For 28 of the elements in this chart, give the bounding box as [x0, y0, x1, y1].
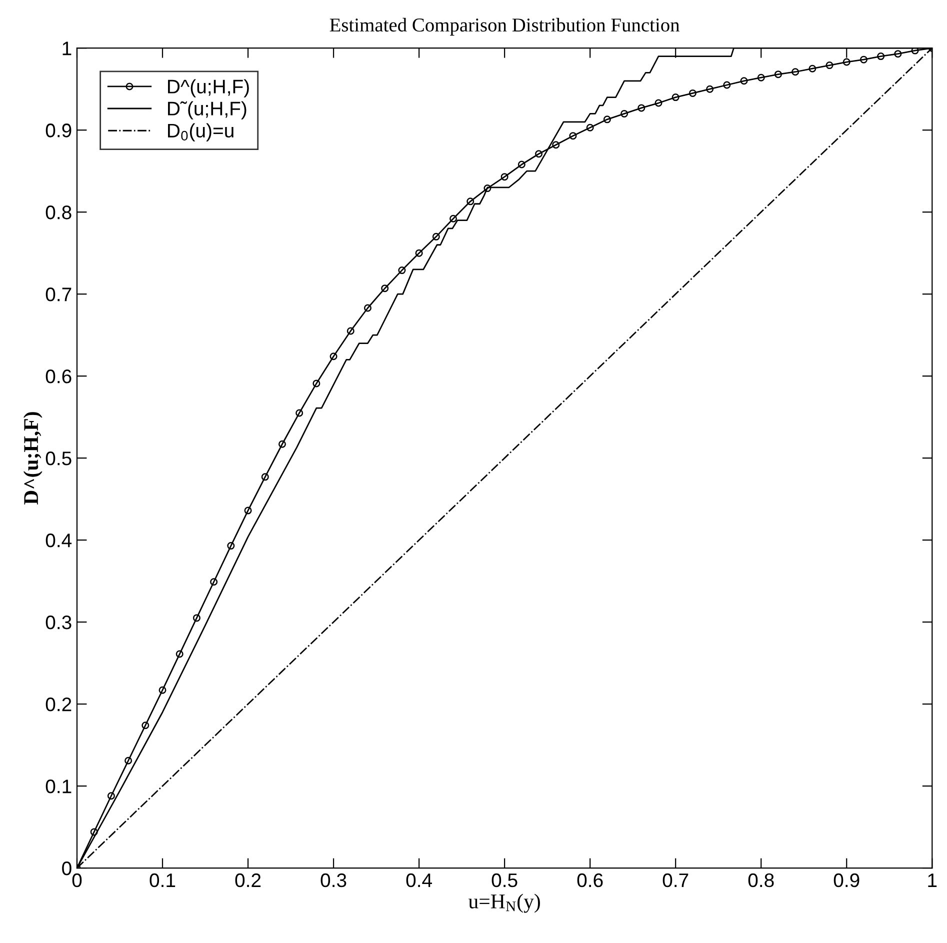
- x-tick-label: 0.2: [235, 873, 261, 888]
- legend-label: D$_{0}$(u)=u: [168, 123, 234, 142]
- y-tick-label: 0.8: [46, 206, 72, 220]
- x-tick-label: 0.6: [577, 873, 603, 888]
- y-tick-label: 0: [62, 862, 72, 876]
- y-axis-title: D^(u;H,F): [23, 412, 42, 505]
- legend-label: D˜(u;H,F): [168, 101, 246, 120]
- y-tick-label: 1: [62, 42, 72, 56]
- y-tick-label: 0.5: [46, 452, 72, 466]
- x-tick-label: 0.1: [150, 873, 176, 888]
- x-tick-label: 0.4: [406, 873, 432, 888]
- y-tick-label: 0.3: [46, 616, 72, 630]
- x-tick-label: 1: [928, 874, 937, 887]
- y-tick-label: 0.2: [46, 698, 72, 712]
- chart-title: Estimated Comparison Distribution Function: [330, 18, 680, 36]
- x-tick-label: 0.7: [662, 873, 688, 888]
- x-axis-title: u=H$_{N}$(y): [468, 894, 540, 913]
- y-tick-label: 0.1: [46, 780, 72, 794]
- y-tick-label: 0.9: [46, 124, 72, 138]
- x-tick-label: 0.8: [748, 873, 774, 888]
- legend-label: D^(u;H,F): [168, 79, 249, 98]
- x-tick-label: 0.9: [834, 873, 860, 888]
- x-tick-label: 0: [72, 873, 82, 888]
- y-tick-label: 0.7: [46, 288, 72, 302]
- y-tick-label: 0.6: [46, 370, 72, 384]
- x-tick-label: 0.3: [320, 873, 346, 888]
- y-tick-label: 0.4: [46, 534, 72, 548]
- x-tick-label: 0.5: [492, 873, 518, 888]
